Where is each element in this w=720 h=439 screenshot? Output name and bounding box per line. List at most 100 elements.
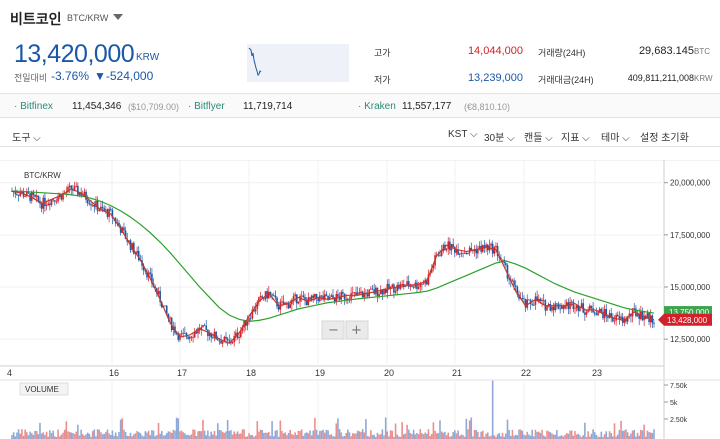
volume-bar (376, 432, 379, 439)
volume-bar (323, 432, 326, 439)
candle-body (582, 303, 585, 313)
interval-menu[interactable]: 30분 ⌵ (484, 133, 515, 144)
candle-body (177, 333, 180, 340)
timezone-menu[interactable]: KST ⌵ (448, 129, 478, 140)
volume-bar (646, 430, 649, 439)
candle-body (531, 303, 533, 305)
pair-label: BTC/KRW (67, 13, 109, 23)
volume-bar (256, 421, 259, 439)
volume-bar (389, 430, 392, 439)
volume-bar (618, 429, 621, 439)
volume-bar (81, 434, 84, 439)
zoom-in-button[interactable] (345, 320, 369, 340)
volume-bar (605, 431, 608, 439)
candle-body (54, 200, 56, 202)
candle-body (536, 296, 538, 301)
chart-symbol-label: BTC/KRW (24, 171, 61, 180)
volume-bar (509, 436, 512, 439)
volume-bar (528, 434, 530, 439)
candle-body (409, 285, 412, 287)
exchange-name[interactable]: · Kraken (358, 101, 396, 112)
candle-body (88, 203, 91, 205)
candle-body (210, 333, 212, 338)
candle-body (55, 201, 58, 203)
volume-bar (409, 432, 412, 439)
zoom-out-button[interactable] (321, 320, 345, 340)
theme-menu[interactable]: 테마 ⌵ (601, 133, 630, 144)
candle-body (284, 302, 287, 305)
volume-bar (202, 419, 204, 439)
coin-dropdown-icon[interactable] (113, 14, 123, 20)
candle-body (251, 309, 254, 319)
volume-bar (40, 433, 43, 439)
volume-bar (210, 431, 212, 439)
candle-body (584, 312, 586, 315)
volume-bar (277, 436, 280, 439)
candle-body (300, 295, 303, 297)
high-label: 고가 (374, 48, 391, 58)
volume-bar (198, 430, 201, 439)
candle-body (516, 286, 519, 295)
volume-bar (401, 422, 403, 439)
candle-body (19, 193, 22, 196)
candle-body (161, 302, 163, 308)
candle-body (391, 284, 394, 287)
candle-body (310, 295, 313, 300)
candle-body (394, 291, 397, 293)
price-chart[interactable]: 20,000,000 17,500,000 15,000,000 12,500,000… (0, 159, 720, 439)
candle-body (602, 311, 604, 319)
volume-bar (137, 432, 140, 439)
volume-bar (264, 432, 267, 439)
reset-settings-button[interactable]: 설정 초기화 (640, 133, 689, 144)
volume-bar (42, 432, 45, 439)
volume-bar (608, 431, 611, 439)
low-value: 13,239,000 (467, 72, 523, 84)
volume-bar (218, 430, 221, 439)
volume-bar (356, 430, 359, 439)
volume-bar (282, 433, 285, 439)
volume-bar (131, 436, 133, 439)
volume-bar (236, 431, 239, 439)
volume-bar (577, 433, 580, 439)
exchange-price: 11,557,177 (402, 101, 452, 112)
volume-bar (291, 434, 293, 439)
candle-body (159, 291, 161, 303)
candle-body (528, 299, 530, 301)
candle-body (187, 336, 189, 339)
candle-body (457, 249, 459, 255)
volume-value: 29,683.145 (638, 45, 694, 57)
volume-bar (458, 435, 461, 439)
candle-body (625, 318, 627, 322)
candle-menu[interactable]: 캔들 ⌵ (524, 133, 553, 144)
volume-bar (157, 423, 160, 439)
volume-bar (533, 436, 535, 439)
candle-body (506, 265, 509, 279)
exchange-sub: ($10,709.00) (128, 102, 180, 112)
volume-bar (142, 436, 145, 439)
candle-body (485, 244, 487, 249)
candle-body (62, 193, 64, 200)
volume-bar (427, 429, 430, 439)
amount-label: 거래대금(24H) (538, 75, 594, 85)
candle-body (549, 304, 552, 311)
indicator-menu[interactable]: 지표 ⌵ (561, 133, 590, 144)
ma-short-line (11, 188, 655, 345)
volume-bar (235, 433, 237, 439)
exchange-name[interactable]: · Bitfinex (14, 101, 53, 112)
volume-bar (200, 431, 203, 439)
volume-bar (640, 429, 642, 439)
candle-body (379, 289, 382, 294)
volume-bar (269, 435, 272, 439)
volume-bar (151, 430, 153, 439)
x-tick-label: 16 (109, 368, 119, 378)
volume-label: VOLUME (25, 385, 59, 394)
candle-body (384, 289, 387, 293)
exchange-name[interactable]: · Bitflyer (188, 101, 225, 112)
volume-bar (12, 432, 15, 439)
candle-body (238, 337, 240, 338)
candle-body (136, 250, 138, 254)
candle-body (381, 289, 384, 295)
tools-menu[interactable]: 도구 ⌵ (12, 133, 41, 144)
volume-bar (613, 423, 616, 439)
volume-bar (477, 431, 479, 439)
